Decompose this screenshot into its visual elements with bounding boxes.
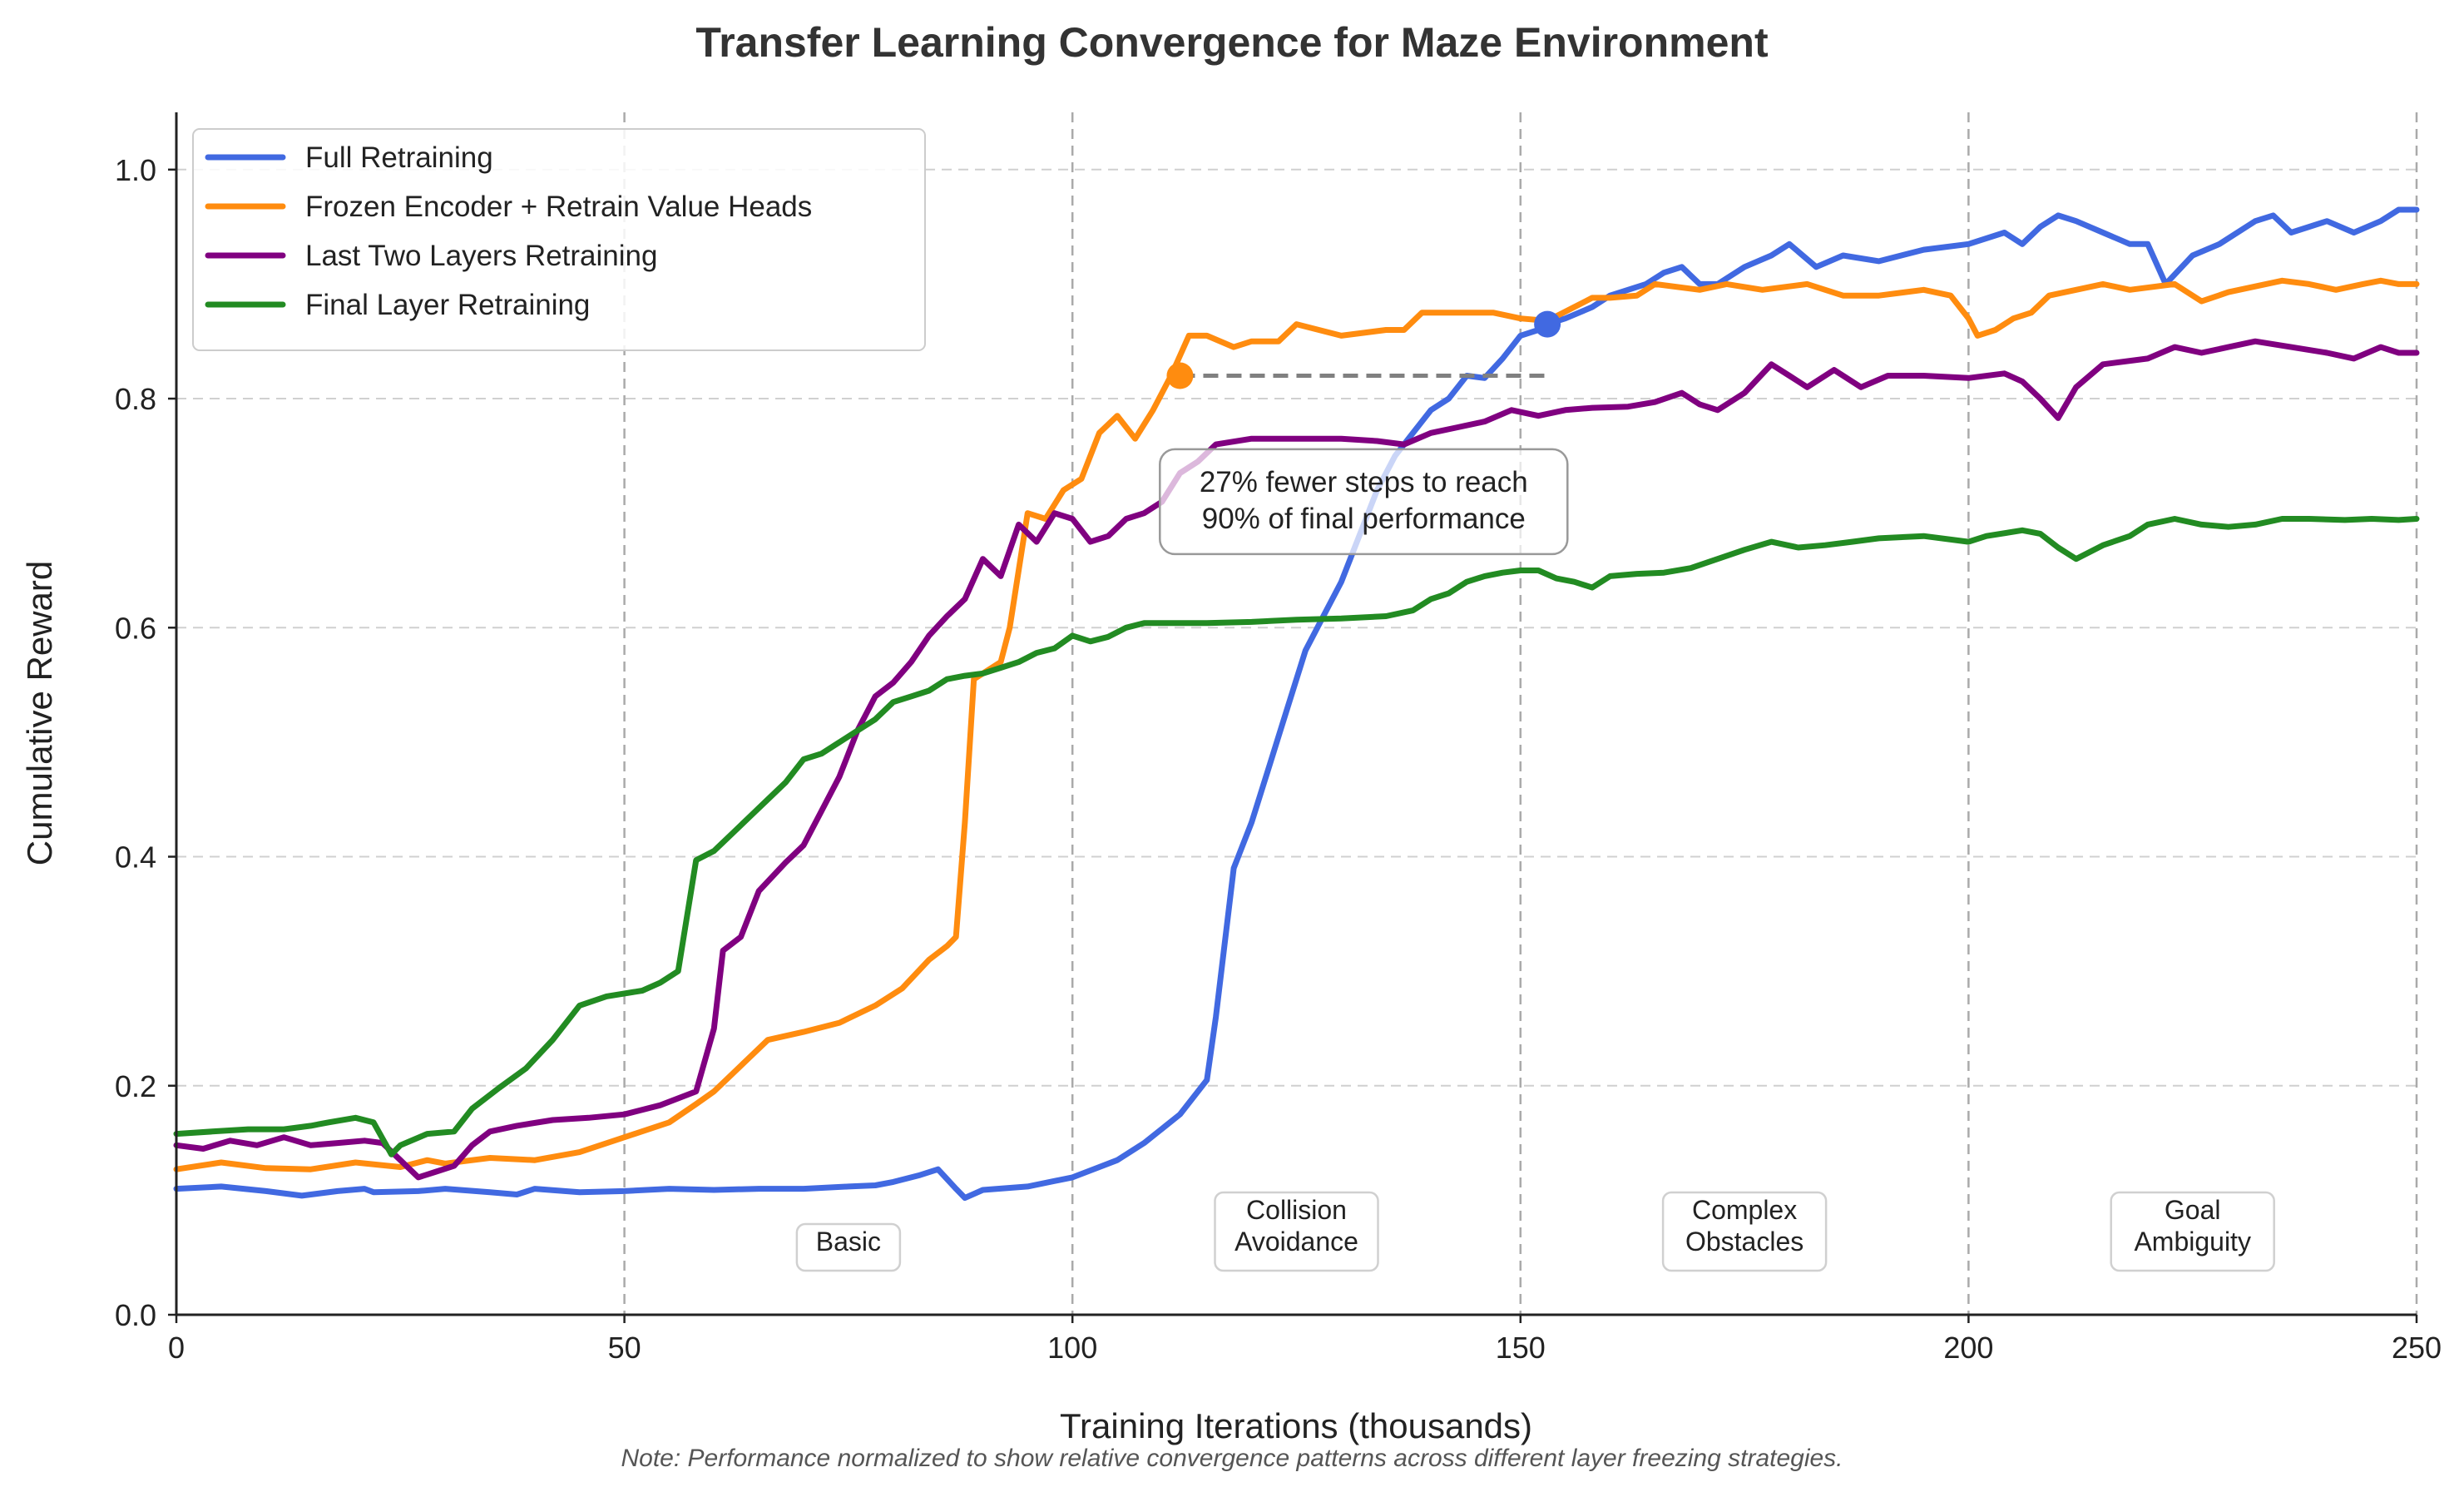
annotation-text: 90% of final performance [1202,503,1526,535]
phase-label: Collision Avoidance [1234,1195,1358,1257]
marker-point [1534,310,1561,338]
phase-label-box [1661,1191,1828,1272]
phase-label-box [795,1222,902,1272]
y-tick-label: 0.8 [115,382,156,416]
series-line-full-retraining [173,206,2420,1202]
x-tick-label: 100 [1047,1331,1097,1365]
annotation: 27% fewer steps to reach 90% of final per… [1159,448,1569,556]
chart-title: Transfer Learning Convergence for Maze E… [695,19,1769,66]
phase-label: Goal Ambiguity [2134,1195,2251,1257]
x-tick-labels: 0 50 100 150 200 250 [168,1315,2442,1365]
x-tick-label: 250 [2392,1331,2442,1365]
y-tick-labels: 0.0 0.2 0.4 0.6 0.8 1.0 [115,153,176,1332]
gridlines [176,168,2417,1087]
phase-label-line: Complex [1692,1195,1797,1225]
phase-label-line: Ambiguity [2134,1227,2251,1257]
markers [1166,310,1561,389]
marker-point [1166,362,1194,389]
phase-label: Complex Obstacles [1685,1195,1803,1257]
legend-label: Frozen Encoder + Retrain Value Heads [305,191,812,223]
x-tick-label: 200 [1943,1331,1993,1365]
x-tick-label: 150 [1496,1331,1546,1365]
y-tick-label: 1.0 [115,153,156,187]
legend-box [192,128,926,351]
phase-label: Basic [816,1227,881,1257]
y-tick-label: 0.6 [115,611,156,645]
legend-label: Last Two Layers Retraining [305,240,657,272]
phase-label-line: Avoidance [1234,1227,1358,1257]
series-lines [173,206,2420,1202]
phase-label-box [2110,1191,2275,1272]
x-tick-label: 0 [168,1331,185,1365]
annotation-text: 27% fewer steps to reach [1200,466,1528,498]
footnote: Note: Performance normalized to show rel… [621,1445,1843,1472]
phase-label-line: Goal [2165,1195,2221,1225]
phase-label-line: Obstacles [1685,1227,1803,1257]
phase-label-line: Basic [816,1227,881,1257]
phase-label-box [1214,1191,1379,1272]
legend: Full Retraining Frozen Encoder + Retrain … [192,128,926,351]
y-tick-label: 0.2 [115,1069,156,1103]
legend-label: Full Retraining [305,141,493,174]
series-line-frozen-encoder-retrain-value-heads [173,277,2420,1172]
y-tick-label: 0.4 [115,840,156,875]
series-line-final-layer-retraining [173,516,2420,1157]
phase-label-line: Collision [1246,1195,1347,1225]
x-axis-label: Training Iterations (thousands) [1060,1406,1532,1445]
y-axis-label: Cumulative Reward [20,561,59,865]
phase-labels: Basic Collision Avoidance Complex Obstacles G… [795,1191,2275,1272]
annotation-box [1159,448,1569,556]
x-tick-label: 50 [608,1331,641,1365]
y-tick-label: 0.0 [115,1298,156,1332]
legend-label: Final Layer Retraining [305,289,590,321]
axes [175,112,2417,1316]
